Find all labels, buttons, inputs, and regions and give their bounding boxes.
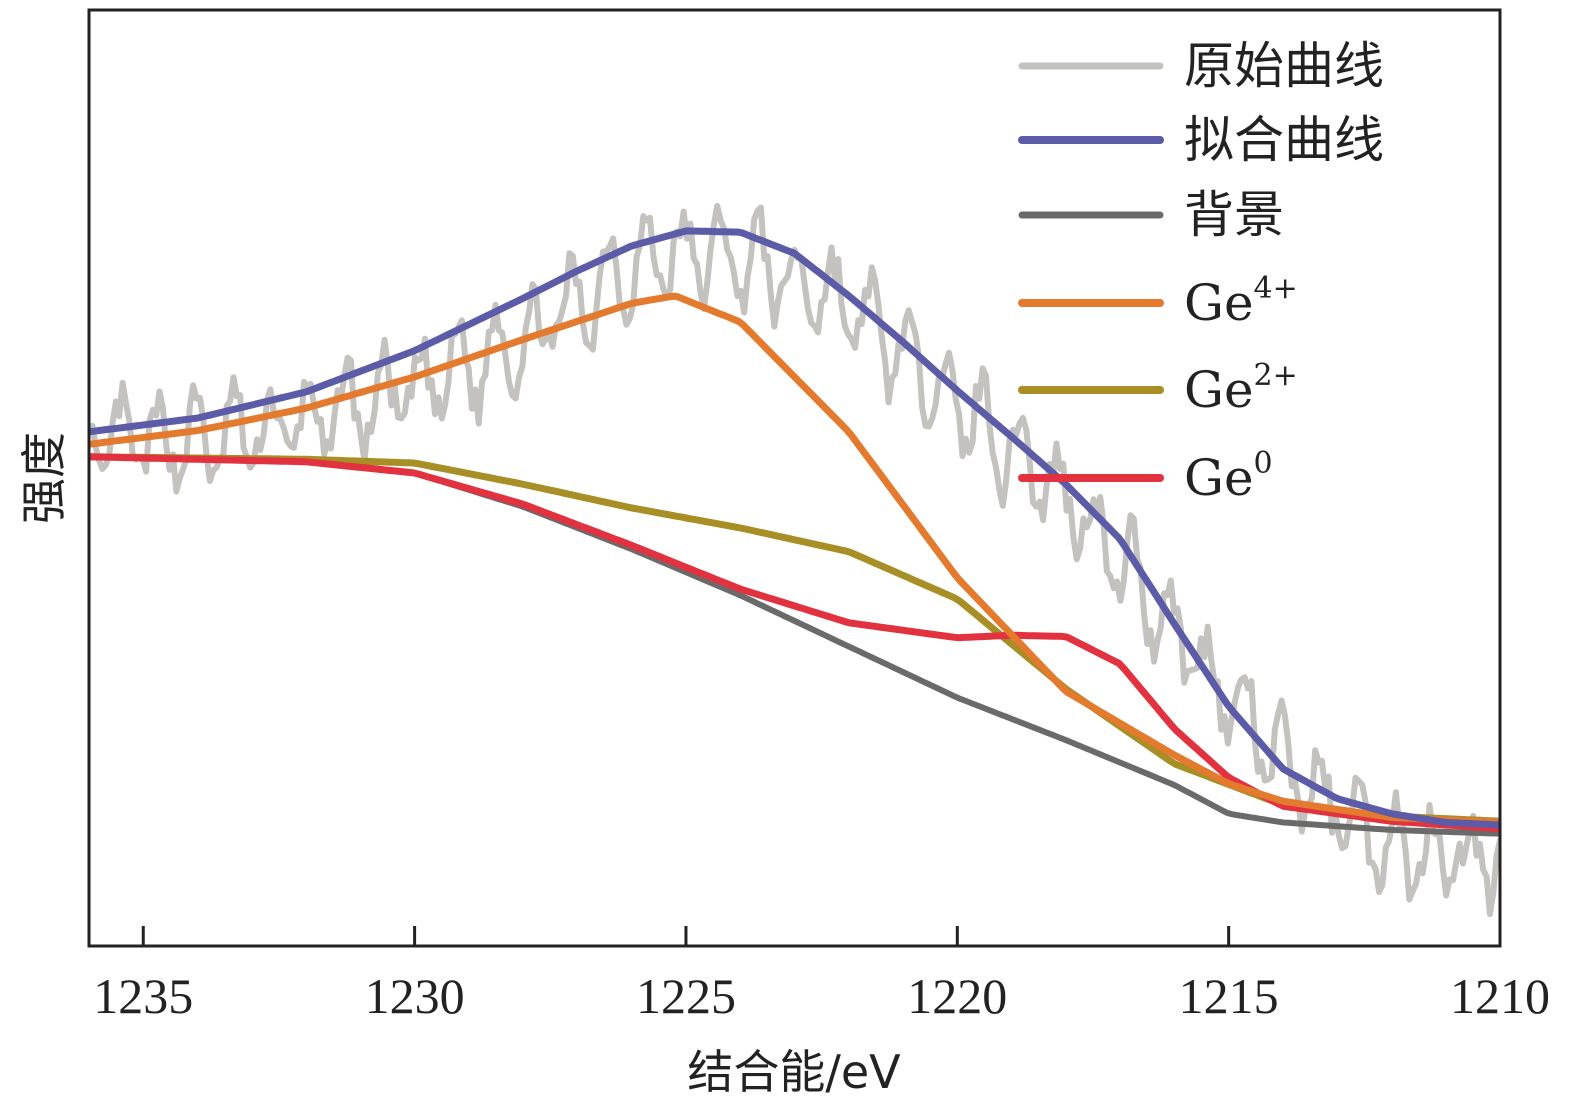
x-tick-label-4: 1215 bbox=[1179, 968, 1279, 1024]
x-tick-label-1: 1230 bbox=[365, 968, 465, 1024]
plot-background bbox=[89, 10, 1500, 946]
x-tick-label-3: 1220 bbox=[907, 968, 1007, 1024]
series-line-1 bbox=[89, 227, 1500, 829]
plot-frame bbox=[87, 8, 1502, 948]
legend-label-3: Ge4+ bbox=[1184, 271, 1298, 332]
legend-label-2: 背景 bbox=[1184, 186, 1284, 244]
x-axis-label: 结合能/eV bbox=[687, 1045, 901, 1099]
x-tick-label-5: 1210 bbox=[1450, 968, 1550, 1024]
legend-label-0: 原始曲线 bbox=[1184, 37, 1384, 95]
legend-label-5: Ge0 bbox=[1184, 446, 1273, 507]
y-axis-label: 强度 bbox=[17, 432, 71, 524]
x-tick-label-0: 1235 bbox=[93, 968, 193, 1024]
series-line-3 bbox=[89, 292, 1500, 826]
legend-label-4: Ge2+ bbox=[1184, 358, 1298, 419]
legend-label-1: 拟合曲线 bbox=[1184, 111, 1384, 169]
x-tick-label-2: 1225 bbox=[636, 968, 736, 1024]
